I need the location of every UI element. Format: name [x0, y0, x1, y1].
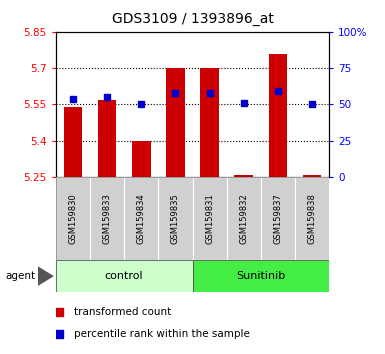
Text: GSM159830: GSM159830 — [69, 193, 77, 244]
Text: GDS3109 / 1393896_at: GDS3109 / 1393896_at — [112, 12, 273, 27]
Bar — [268, 53, 287, 177]
Text: GSM159833: GSM159833 — [102, 193, 112, 244]
Text: GSM159832: GSM159832 — [239, 193, 248, 244]
Bar — [200, 68, 219, 177]
Bar — [303, 175, 321, 177]
Bar — [64, 107, 82, 177]
Bar — [192, 177, 227, 260]
Text: GSM159835: GSM159835 — [171, 193, 180, 244]
Text: control: control — [105, 271, 144, 281]
Bar — [56, 260, 192, 292]
Bar — [166, 68, 185, 177]
Text: percentile rank within the sample: percentile rank within the sample — [74, 330, 249, 339]
Bar — [98, 99, 117, 177]
Bar — [234, 175, 253, 177]
Bar — [261, 177, 295, 260]
Bar — [227, 177, 261, 260]
Bar — [124, 177, 158, 260]
Text: GSM159837: GSM159837 — [273, 193, 283, 244]
Text: agent: agent — [6, 271, 36, 281]
Text: GSM159838: GSM159838 — [308, 193, 316, 244]
Text: transformed count: transformed count — [74, 307, 171, 316]
Bar — [56, 177, 90, 260]
Text: GSM159834: GSM159834 — [137, 193, 146, 244]
Text: Sunitinib: Sunitinib — [236, 271, 285, 281]
Text: GSM159831: GSM159831 — [205, 193, 214, 244]
Polygon shape — [38, 266, 54, 286]
Bar — [132, 141, 151, 177]
Bar — [192, 260, 329, 292]
Bar — [295, 177, 329, 260]
Bar — [90, 177, 124, 260]
Bar — [158, 177, 192, 260]
